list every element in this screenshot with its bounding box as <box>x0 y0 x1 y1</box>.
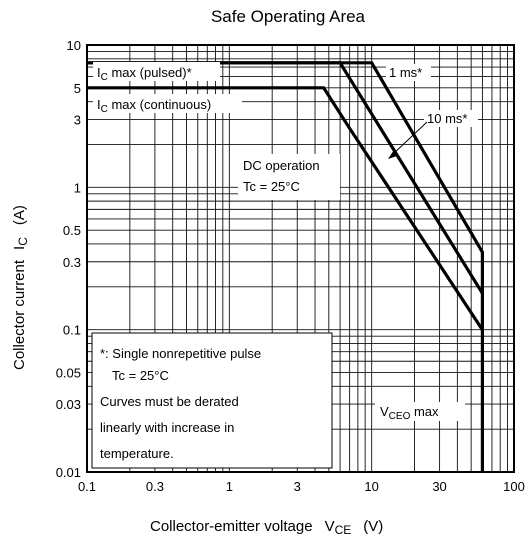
y-tick-label: 0.1 <box>63 323 81 338</box>
chart-title: Safe Operating Area <box>211 7 366 26</box>
series-line-3 <box>87 86 484 331</box>
y-tick-label: 0.05 <box>56 366 81 381</box>
y-tick-label: 0.5 <box>63 223 81 238</box>
y-tick-label: 10 <box>67 38 81 53</box>
label-1ms: 1 ms* <box>386 64 431 81</box>
svg-text:IC max (pulsed)*: IC max (pulsed)* <box>97 65 192 83</box>
svg-text:10 ms*: 10 ms* <box>427 111 467 126</box>
svg-text:Tc = 25°C: Tc = 25°C <box>243 179 300 194</box>
y-tick-label: 3 <box>74 112 81 127</box>
svg-text:1 ms*: 1 ms* <box>389 65 422 80</box>
label-10ms: 10 ms* <box>388 110 478 159</box>
x-axis-label: Collector-emitter voltage VCE (V) <box>150 518 383 537</box>
x-tick-label: 1 <box>226 479 233 494</box>
y-axis-label: Collector currentIC(A) <box>11 205 30 370</box>
svg-text:Curves must be derated: Curves must be derated <box>100 394 239 409</box>
y-tick-label: 0.3 <box>63 255 81 270</box>
svg-text:linearly with increase in: linearly with increase in <box>100 420 234 435</box>
svg-text:IC max (continuous): IC max (continuous) <box>97 97 211 115</box>
note-box: *: Single nonrepetitive pulse Tc = 25°C … <box>91 332 333 469</box>
plot-frame <box>86 44 515 473</box>
svg-text:temperature.: temperature. <box>100 446 174 461</box>
y-tick-label: 0.01 <box>56 465 81 480</box>
label-ic-pulsed: IC max (pulsed)* <box>93 62 220 83</box>
x-tick-label: 0.1 <box>78 479 96 494</box>
label-dc-operation: DC operation Tc = 25°C <box>238 154 340 200</box>
label-ic-continuous: IC max (continuous) <box>93 94 242 115</box>
svg-text:*: Single nonrepetitive pulse: *: Single nonrepetitive pulse <box>100 346 261 361</box>
y-tick-label: 0.03 <box>56 397 81 412</box>
tick-labels: 0.1 0.3 1 3 10 30 100 0.01 0.03 0.05 0.1 0.3 0.5 1 3 5 1… <box>56 38 525 494</box>
y-tick-label: 1 <box>74 180 81 195</box>
svg-text:DC operation: DC operation <box>243 158 320 173</box>
svg-text:Tc = 25°C: Tc = 25°C <box>112 368 169 383</box>
label-vceo-max: VCEO max <box>375 402 465 422</box>
y-tick-label: 5 <box>74 81 81 96</box>
x-tick-label: 100 <box>503 479 525 494</box>
x-tick-label: 30 <box>432 479 446 494</box>
x-tick-label: 3 <box>294 479 301 494</box>
x-tick-label: 10 <box>364 479 378 494</box>
x-tick-label: 0.3 <box>146 479 164 494</box>
